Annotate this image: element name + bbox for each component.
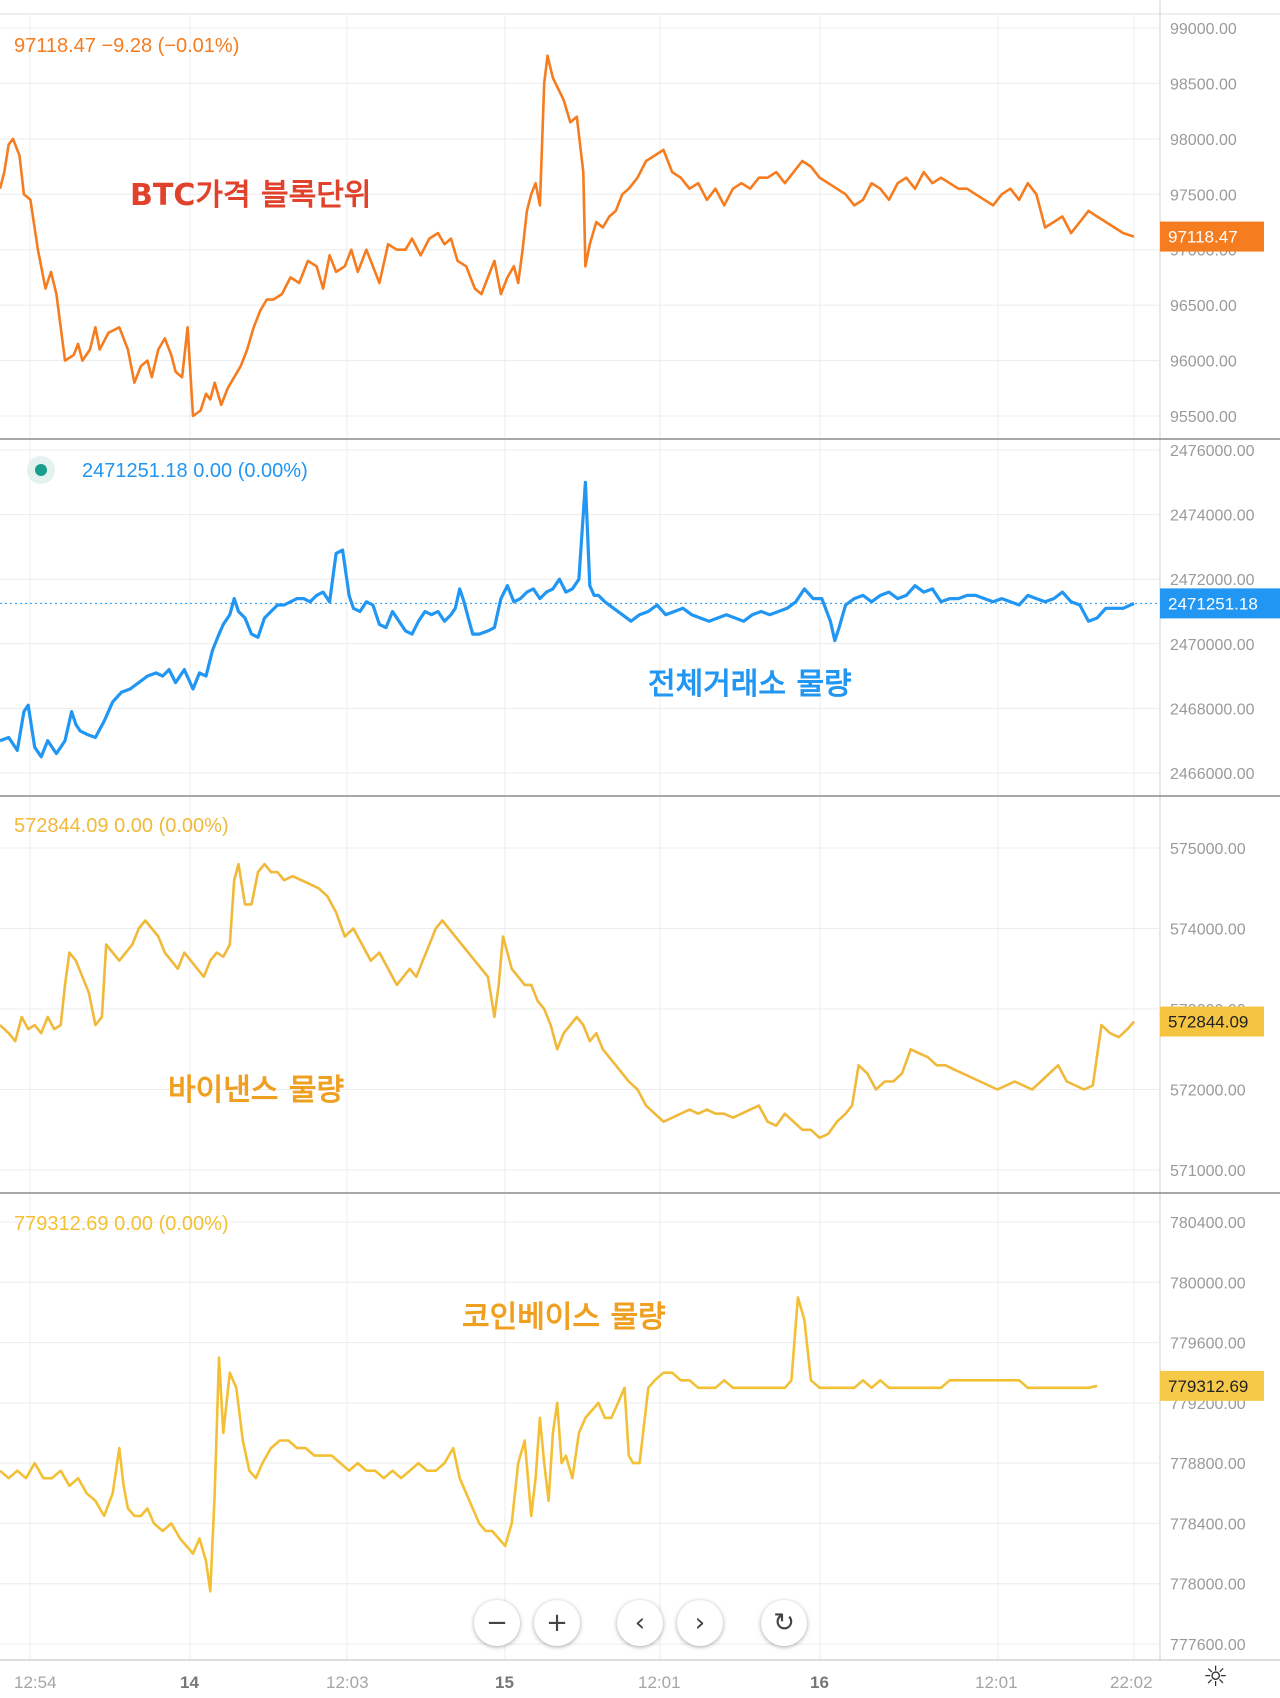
y-tick-label: 778800.00 [1170, 1456, 1246, 1473]
series-line [0, 480, 1135, 759]
y-tick-label: 2468000.00 [1170, 701, 1255, 718]
y-tick-label: 780000.00 [1170, 1275, 1246, 1292]
y-tick-label: 2474000.00 [1170, 508, 1255, 525]
pane-header: 572844.09 0.00 (0.00%) [14, 815, 229, 837]
y-tick-label: 777600.00 [1170, 1637, 1246, 1654]
last-value-badge [1160, 588, 1280, 619]
pane-annotation: 바이낸스 물량 [168, 1073, 344, 1108]
y-tick-label: 95500.00 [1170, 409, 1237, 426]
y-tick-label: 2466000.00 [1170, 766, 1255, 783]
pane-annotation: 전체거래소 물량 [648, 667, 852, 702]
minus-icon: − [486, 1608, 508, 1638]
last-value-label: 97118.47 [1168, 228, 1238, 247]
x-tick-label: 12:01 [638, 1673, 681, 1692]
y-tick-label: 575000.00 [1170, 841, 1246, 858]
last-value-badge [1160, 1006, 1264, 1037]
chart-settings-button[interactable]: ☼ [1203, 1660, 1228, 1693]
gear-icon: ☼ [1203, 1660, 1229, 1693]
y-tick-label: 778000.00 [1170, 1577, 1246, 1594]
series-line [0, 1296, 1098, 1593]
x-tick-label: 16 [810, 1673, 829, 1692]
y-tick-label: 99000.00 [1170, 21, 1237, 38]
zoom-in-button[interactable]: + [534, 1600, 580, 1646]
zoom-out-button[interactable]: − [474, 1600, 520, 1646]
x-tick-label: 14 [180, 1673, 199, 1692]
y-tick-label: 98000.00 [1170, 132, 1237, 149]
reset-icon: ↻ [773, 1608, 795, 1638]
chevron-left-icon: ‹ [634, 1608, 646, 1638]
status-dot [35, 464, 47, 476]
last-value-badge [1160, 221, 1264, 252]
y-tick-label: 778400.00 [1170, 1516, 1246, 1533]
pane-header: 2471251.18 0.00 (0.00%) [82, 460, 308, 482]
pane-annotation: BTC가격 블록단위 [130, 178, 371, 213]
pane-header: 97118.47 −9.28 (−0.01%) [14, 35, 239, 57]
x-tick-label: 12:54 [14, 1673, 57, 1692]
last-value-label: 779312.69 [1168, 1377, 1248, 1396]
last-value-label: 2471251.18 [1168, 594, 1258, 613]
plus-icon: + [546, 1608, 568, 1638]
x-tick-label: 22:02 [1110, 1673, 1153, 1692]
chevron-right-icon: › [694, 1608, 706, 1638]
pane-header: 779312.69 0.00 (0.00%) [14, 1213, 229, 1235]
x-tick-label: 12:01 [975, 1673, 1018, 1692]
y-tick-label: 779600.00 [1170, 1336, 1246, 1353]
series-line [0, 54, 1135, 418]
y-tick-label: 97500.00 [1170, 187, 1237, 204]
series-line [0, 862, 1135, 1140]
y-tick-label: 571000.00 [1170, 1163, 1246, 1180]
y-tick-label: 780400.00 [1170, 1215, 1246, 1232]
scroll-left-button[interactable]: ‹ [617, 1600, 663, 1646]
scroll-right-button[interactable]: › [677, 1600, 723, 1646]
y-tick-label: 98500.00 [1170, 76, 1237, 93]
pane-annotation: 코인베이스 물량 [462, 1300, 666, 1335]
last-value-label: 572844.09 [1168, 1013, 1248, 1032]
y-tick-label: 96500.00 [1170, 298, 1237, 315]
y-tick-label: 2472000.00 [1170, 572, 1255, 589]
y-tick-label: 2470000.00 [1170, 637, 1255, 654]
reset-chart-button[interactable]: ↻ [761, 1600, 807, 1646]
x-tick-label: 15 [495, 1673, 514, 1692]
y-tick-label: 574000.00 [1170, 922, 1246, 939]
last-value-badge [1160, 1370, 1264, 1401]
y-tick-label: 2476000.00 [1170, 443, 1255, 460]
y-tick-label: 96000.00 [1170, 354, 1237, 371]
y-tick-label: 572000.00 [1170, 1083, 1246, 1100]
x-tick-label: 12:03 [326, 1673, 369, 1692]
